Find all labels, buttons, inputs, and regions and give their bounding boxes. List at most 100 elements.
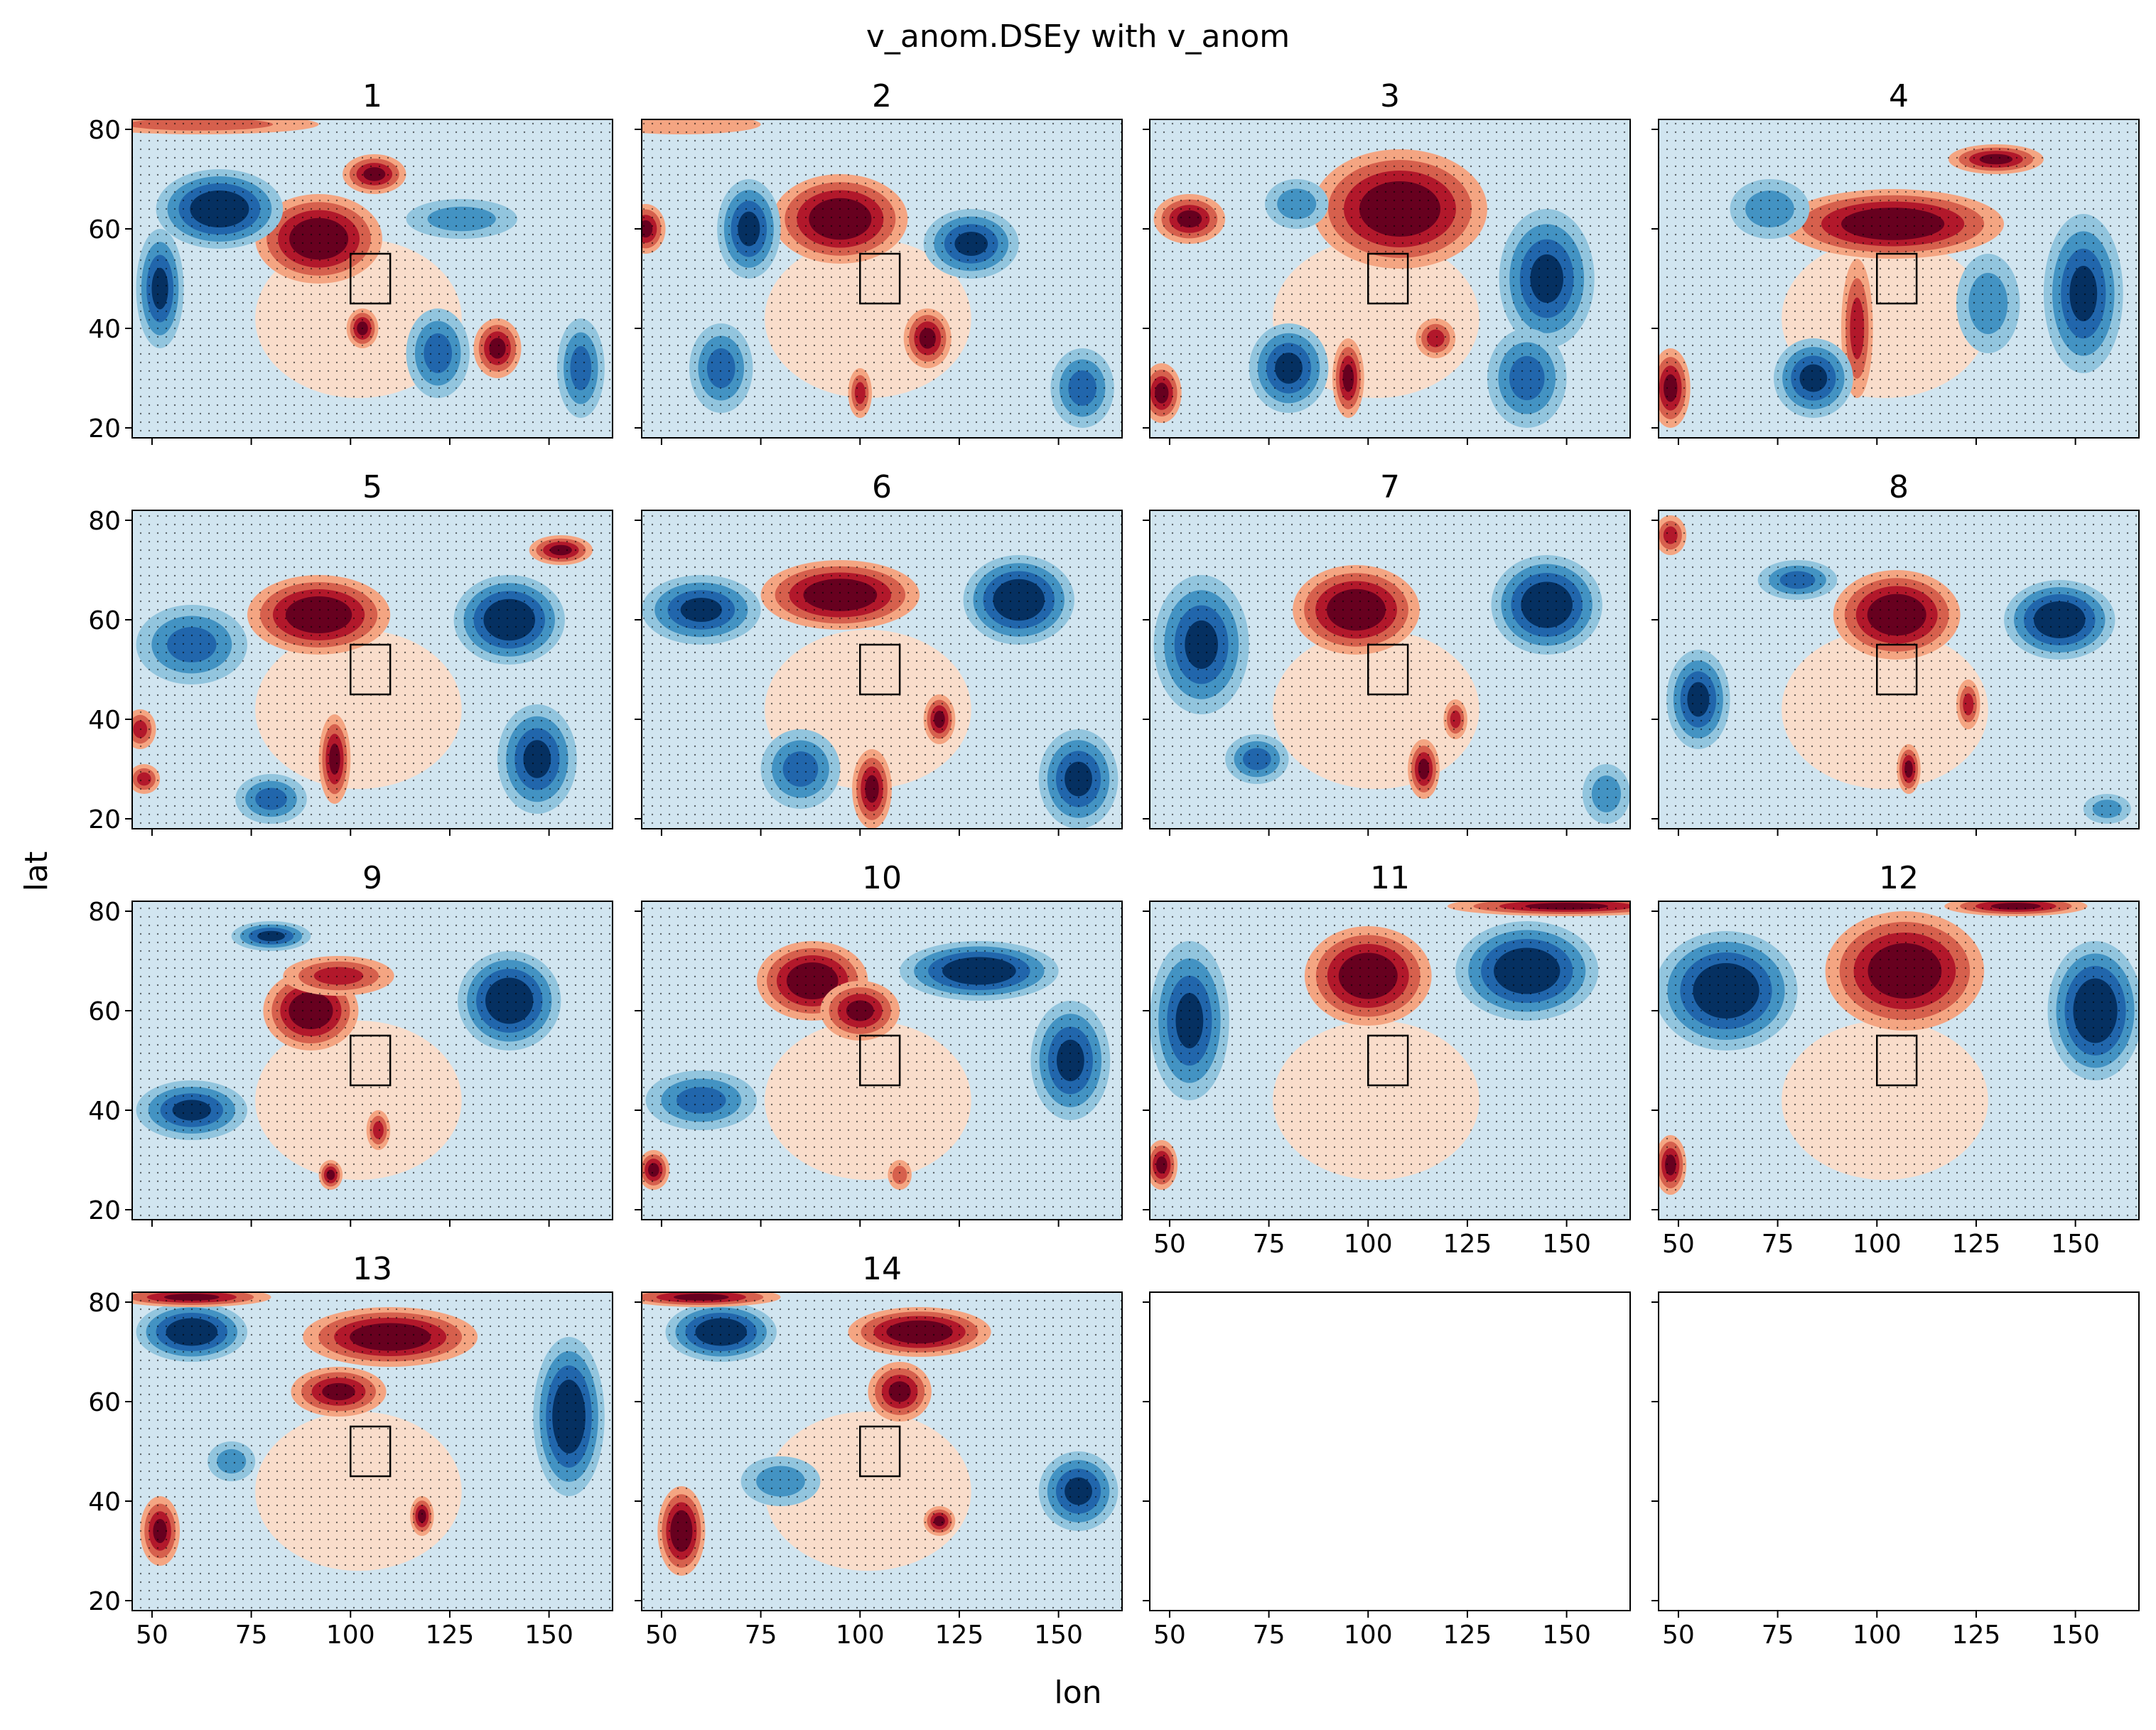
reference-box: [350, 1034, 392, 1087]
x-tick-label: 75: [745, 1621, 777, 1650]
reference-box: [350, 252, 392, 305]
panel-frame: [1658, 1291, 2140, 1611]
panel-contours: [132, 901, 613, 1220]
quiver-field: [1659, 510, 2139, 829]
panel-contours: [132, 1292, 613, 1611]
quiver-field: [132, 510, 613, 829]
panel-contours: [1150, 510, 1630, 829]
panel-frame: [641, 1291, 1123, 1611]
x-tick-label: 150: [524, 1621, 573, 1650]
reference-box: [1367, 252, 1409, 305]
reference-box: [1367, 643, 1409, 696]
x-tick-label: 75: [1762, 1230, 1794, 1259]
panel-4: 4: [1651, 78, 2140, 445]
quiver-field: [642, 901, 1122, 1220]
panel-frame: [1149, 119, 1631, 439]
x-tick-label: 150: [1034, 1621, 1083, 1650]
y-tick-label: 20: [88, 805, 121, 834]
panel-frame: [1658, 901, 2140, 1220]
panel-frame: [1149, 901, 1631, 1220]
panel-title: 4: [1889, 78, 1909, 114]
panels-grid: 1 20 40 60 80 2 3 4 5 20 40 60 80 6 7 8 9 20 40 60 80 10 11 50 7…: [88, 78, 2140, 1650]
y-tick-label: 60: [88, 606, 121, 635]
reference-box: [859, 1034, 901, 1087]
y-tick-label: 40: [88, 315, 121, 344]
panel-contours: [642, 510, 1122, 829]
x-tick-label: 125: [1443, 1621, 1492, 1650]
figure-suptitle: v_anom.DSEy with v_anom: [866, 18, 1290, 55]
panel-title: 10: [862, 860, 902, 896]
panel-9: 9 20 40 60 80: [88, 860, 613, 1227]
panel-11: 11 50 75 100 125 150: [1143, 860, 1631, 1259]
panel-title: 7: [1380, 469, 1400, 505]
quiver-field: [1150, 510, 1630, 829]
panel-contours: [1659, 119, 2139, 438]
quiver-field: [1659, 901, 2139, 1220]
panel-frame: [1658, 119, 2140, 439]
panel-frame: [131, 901, 613, 1220]
panel-frame: [1149, 510, 1631, 829]
x-tick-label: 100: [1853, 1230, 1902, 1259]
quiver-field: [1659, 119, 2139, 438]
x-tick-label: 75: [235, 1621, 268, 1650]
panel-3: 3: [1143, 78, 1631, 445]
panel-frame: [131, 1291, 613, 1611]
panel-frame: [1658, 510, 2140, 829]
quiver-field: [642, 1292, 1122, 1611]
y-tick-label: 40: [88, 1097, 121, 1126]
reference-box: [859, 643, 901, 696]
reference-box: [1876, 643, 1918, 696]
panel-12: 12 50 75 100 125 150: [1651, 860, 2140, 1259]
quiver-field: [642, 510, 1122, 829]
panel-frame: [1149, 1291, 1631, 1611]
reference-box: [1876, 1034, 1918, 1087]
y-tick-label: 40: [88, 1488, 121, 1517]
y-tick-label: 80: [88, 116, 121, 145]
panel-1: 1 20 40 60 80: [88, 78, 613, 445]
y-tick-label: 40: [88, 706, 121, 735]
panel-frame: [641, 510, 1123, 829]
panel-contours: [132, 510, 613, 829]
x-tick-label: 150: [1542, 1621, 1591, 1650]
x-tick-label: 100: [1344, 1621, 1393, 1650]
x-tick-label: 150: [2051, 1230, 2100, 1259]
panel-6: 6: [635, 469, 1123, 836]
y-tick-label: 80: [88, 898, 121, 927]
reference-box: [350, 1425, 392, 1478]
panel-title: 14: [862, 1251, 902, 1287]
panel-7: 7: [1143, 469, 1631, 836]
panel-title: 9: [362, 860, 382, 896]
y-tick-label: 20: [88, 1196, 121, 1225]
quiver-field: [1150, 901, 1630, 1220]
panel-8: 8: [1651, 469, 2140, 836]
y-tick-label: 60: [88, 1388, 121, 1417]
panel-contours: [1150, 119, 1630, 438]
x-tick-label: 50: [645, 1621, 678, 1650]
panel-contours: [1659, 510, 2139, 829]
panel-title: 11: [1370, 860, 1410, 896]
reference-box: [350, 643, 392, 696]
quiver-field: [132, 901, 613, 1220]
x-tick-label: 125: [1952, 1230, 2001, 1259]
x-tick-label: 50: [1153, 1230, 1186, 1259]
panel-title: 13: [352, 1251, 392, 1287]
panel-16: 50 75 100 125 150: [1651, 1291, 2140, 1650]
panel-5: 5 20 40 60 80: [88, 469, 613, 836]
panel-contours: [1150, 901, 1630, 1220]
x-tick-label: 100: [1344, 1230, 1393, 1259]
panel-frame: [641, 119, 1123, 439]
x-tick-label: 125: [935, 1621, 984, 1650]
x-tick-label: 150: [1542, 1230, 1591, 1259]
y-tick-label: 20: [88, 1587, 121, 1616]
panel-10: 10: [635, 860, 1123, 1227]
y-tick-label: 60: [88, 215, 121, 245]
x-tick-label: 100: [326, 1621, 375, 1650]
x-tick-label: 150: [2051, 1621, 2100, 1650]
x-tick-label: 125: [1443, 1230, 1492, 1259]
quiver-field: [1150, 119, 1630, 438]
panel-15: 50 75 100 125 150: [1143, 1291, 1631, 1650]
x-tick-label: 100: [836, 1621, 885, 1650]
x-tick-label: 50: [1662, 1621, 1695, 1650]
panel-title: 12: [1879, 860, 1919, 896]
